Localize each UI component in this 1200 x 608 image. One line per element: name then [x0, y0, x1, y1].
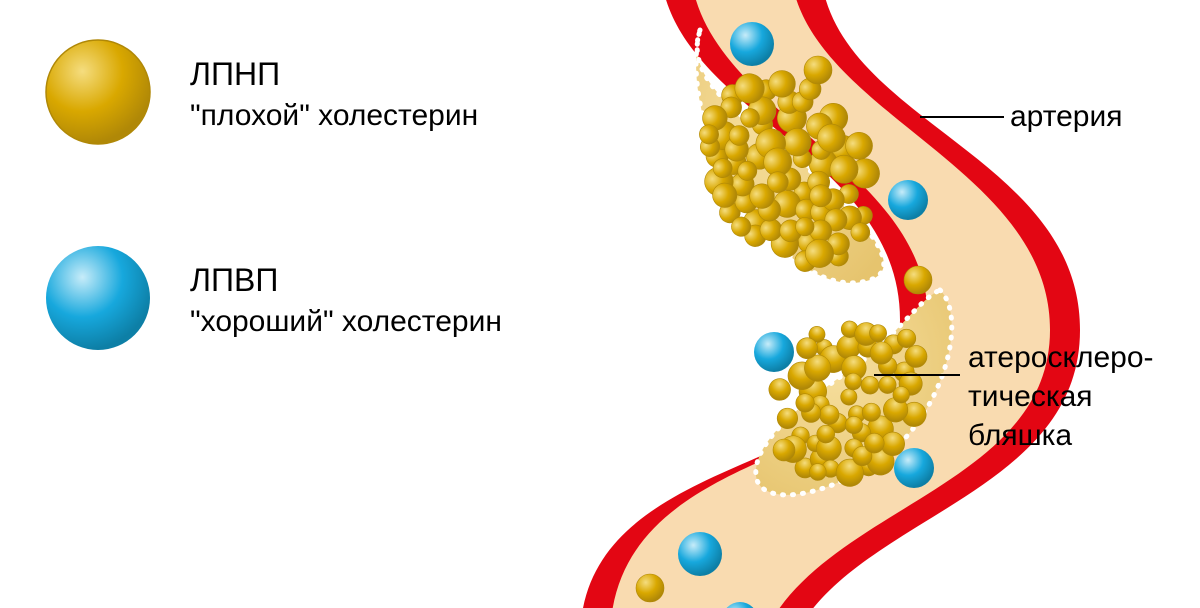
hdl-icon — [46, 246, 150, 350]
plaque-label-line3: бляшка — [968, 416, 1154, 455]
legend-ldl: ЛПНП "плохой" холестерин — [190, 56, 478, 133]
artery-leader — [920, 116, 1004, 118]
artery-label: артерия — [1010, 100, 1123, 134]
legend-ldl-subtitle: "плохой" холестерин — [190, 99, 478, 133]
legend-hdl-title: ЛПВП — [190, 262, 502, 299]
plaque-leader — [874, 374, 960, 376]
ldl-icon — [46, 40, 150, 144]
legend-hdl-subtitle: "хороший" холестерин — [190, 305, 502, 339]
legend-hdl: ЛПВП "хороший" холестерин — [190, 262, 502, 339]
artery — [580, 0, 1080, 608]
plaque-label: атеросклеро- тическая бляшка — [968, 338, 1154, 455]
diagram-canvas: ЛПНП "плохой" холестерин ЛПВП "хороший" … — [0, 0, 1200, 608]
legend-icons — [46, 40, 150, 350]
plaque-label-line1: атеросклеро- — [968, 338, 1154, 377]
artery-illustration — [0, 0, 1200, 608]
plaque-label-line2: тическая — [968, 377, 1154, 416]
legend-ldl-title: ЛПНП — [190, 56, 478, 93]
